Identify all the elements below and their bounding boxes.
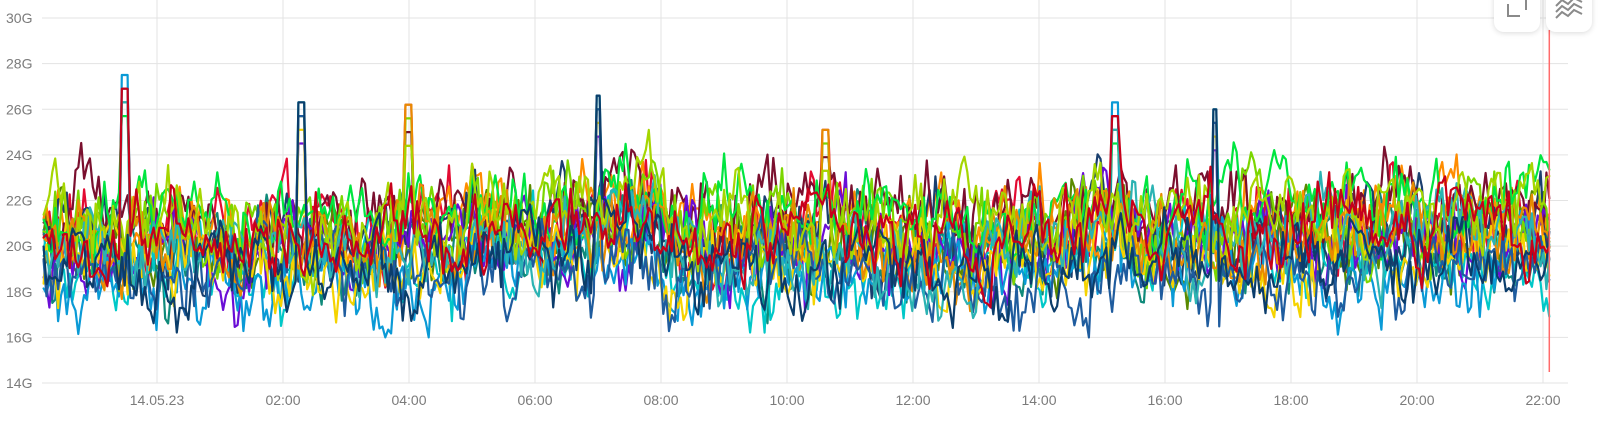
x-tick-label: 18:00 xyxy=(1273,392,1308,408)
y-tick-label: 18G xyxy=(6,284,32,300)
y-tick-label: 14G xyxy=(6,375,32,391)
x-tick-label: 06:00 xyxy=(517,392,552,408)
x-tick-label: 22:00 xyxy=(1525,392,1560,408)
chart-type-button[interactable] xyxy=(1546,0,1592,32)
y-tick-label: 26G xyxy=(6,101,32,117)
expand-icon xyxy=(1504,0,1530,25)
x-tick-label: 14:00 xyxy=(1021,392,1056,408)
series-line-14 xyxy=(42,108,1551,339)
x-tick-label: 20:00 xyxy=(1399,392,1434,408)
fullscreen-button[interactable] xyxy=(1494,0,1540,32)
x-tick-label: 14.05.23 xyxy=(130,392,185,408)
x-tick-label: 08:00 xyxy=(643,392,678,408)
x-axis: 14.05.23 02:00 04:00 06:00 08:00 10:00 12:00 14… xyxy=(130,392,1561,408)
series-line-18 xyxy=(42,87,1551,309)
area-chart-icon xyxy=(1554,0,1584,25)
y-tick-label: 16G xyxy=(6,329,32,345)
y-tick-label: 20G xyxy=(6,238,32,254)
x-tick-label: 12:00 xyxy=(895,392,930,408)
x-tick-label: 16:00 xyxy=(1147,392,1182,408)
y-tick-label: 24G xyxy=(6,147,32,163)
series-line-17 xyxy=(42,94,1551,334)
series-group xyxy=(42,73,1551,339)
x-tick-label: 02:00 xyxy=(265,392,300,408)
x-tick-label: 10:00 xyxy=(769,392,804,408)
y-axis: 14G 16G 18G 20G 22G 24G 26G 28G 30G xyxy=(6,10,32,391)
y-tick-label: 22G xyxy=(6,193,32,209)
x-tick-label: 04:00 xyxy=(391,392,426,408)
y-tick-label: 28G xyxy=(6,56,32,72)
y-tick-label: 30G xyxy=(6,10,32,26)
series-line-16 xyxy=(42,128,1551,297)
